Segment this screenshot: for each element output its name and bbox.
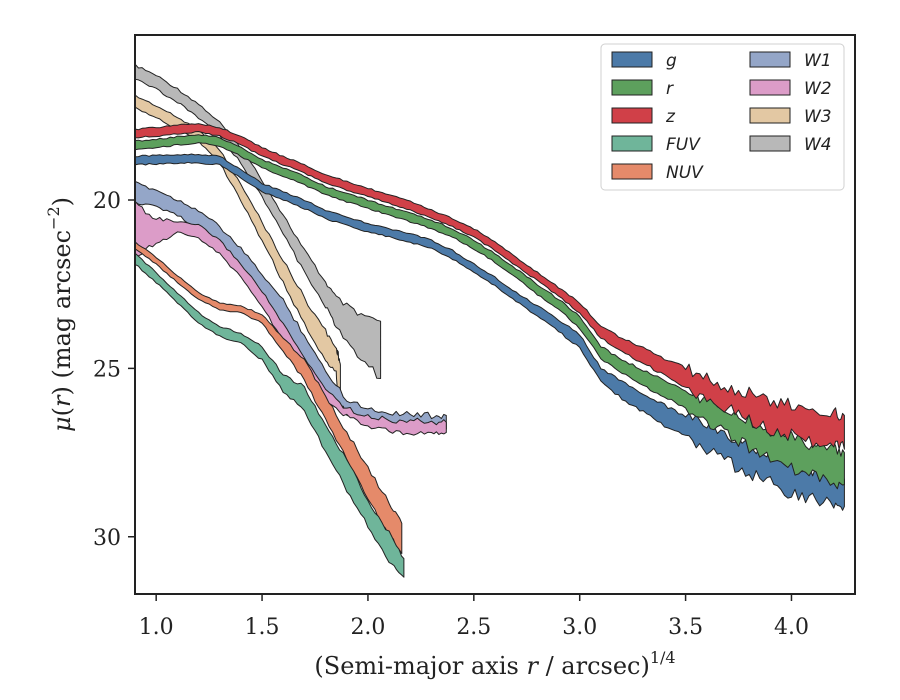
y-tick-label: 20 xyxy=(93,189,121,214)
band-nuv xyxy=(135,241,403,555)
x-tick-label: 4.0 xyxy=(774,615,809,640)
y-axis-label-end: ) xyxy=(48,197,76,206)
x-tick-label: 1.5 xyxy=(245,615,280,640)
legend-swatch-r xyxy=(611,79,653,96)
legend-swatch-w4 xyxy=(749,135,791,152)
y-axis-label-close: ) (mag arcsec xyxy=(48,230,76,396)
y-tick-label: 30 xyxy=(93,526,121,551)
legend-label-w1: W1 xyxy=(804,51,832,71)
legend-label-nuv: NUV xyxy=(666,163,704,183)
y-axis-label-var: r xyxy=(48,394,76,407)
band-g xyxy=(135,153,845,511)
x-axis-label-var: r xyxy=(526,652,539,680)
y-tick-label: 25 xyxy=(93,357,121,382)
legend-label-g: g xyxy=(666,51,677,71)
legend-swatch-w2 xyxy=(749,79,791,96)
legend-swatch-w1 xyxy=(749,51,791,68)
x-axis-label: (Semi-major axis r / arcsec)1/4 xyxy=(314,648,675,680)
legend-label-r: r xyxy=(666,79,674,99)
legend: grz FUV NUV W1 W2 W3 W4 xyxy=(600,43,845,191)
x-tick-label: 3.5 xyxy=(668,615,703,640)
x-axis-ticks: 1.0 1.5 2.0 2.5 3.0 3.5 4.0 xyxy=(139,594,809,640)
band-r xyxy=(135,134,845,490)
band-w2 xyxy=(135,200,447,436)
y-axis-label-open: ( xyxy=(48,407,76,416)
x-tick-label: 3.0 xyxy=(562,615,597,640)
legend-swatch-z xyxy=(611,107,653,124)
legend-label-w2: W2 xyxy=(804,79,832,99)
y-axis-label-mu: μ xyxy=(48,416,76,432)
x-tick-label: 1.0 xyxy=(139,615,174,640)
legend-label-w3: W3 xyxy=(804,107,832,127)
band-fuv xyxy=(135,252,405,578)
y-axis-label-exponent: −2 xyxy=(44,206,63,230)
x-tick-label: 2.5 xyxy=(456,615,491,640)
legend-swatch-nuv xyxy=(611,163,653,180)
x-tick-label: 2.0 xyxy=(350,615,385,640)
legend-label-fuv: FUV xyxy=(666,135,701,155)
y-axis-label: μ(r) (mag arcsec−2) xyxy=(44,197,76,432)
legend-swatch-w3 xyxy=(749,107,791,124)
legend-label-w4: W4 xyxy=(804,135,832,155)
legend-label-z: z xyxy=(665,107,676,127)
legend-swatch-g xyxy=(611,51,653,68)
band-z xyxy=(135,123,845,450)
profile-bands xyxy=(135,63,845,578)
x-axis-label-prefix: (Semi-major axis xyxy=(314,652,526,680)
legend-swatch-fuv xyxy=(611,135,653,152)
y-axis-ticks: 20 25 30 xyxy=(93,189,135,551)
plot-frame xyxy=(134,34,856,595)
x-axis-label-suffix: / arcsec) xyxy=(538,652,650,680)
x-axis-label-exponent: 1/4 xyxy=(650,648,676,667)
